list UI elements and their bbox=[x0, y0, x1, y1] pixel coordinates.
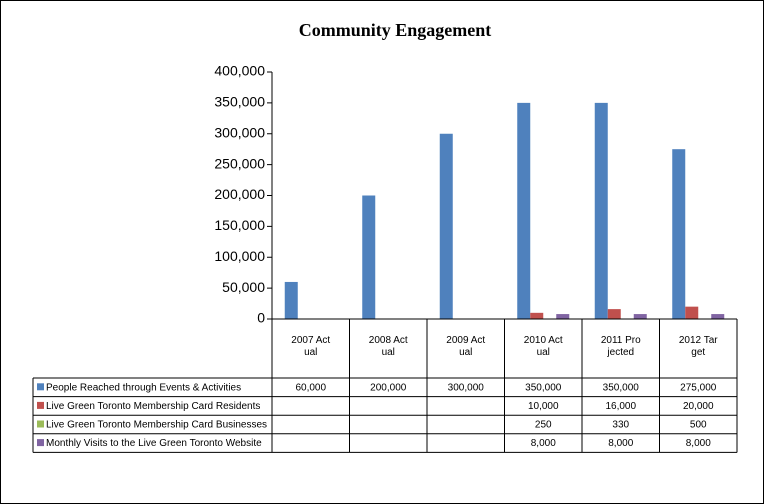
bar bbox=[672, 149, 686, 319]
bar bbox=[439, 133, 453, 319]
category-wrap: 2009 Actual bbox=[429, 321, 503, 373]
category-wrap: 2010 Actual bbox=[507, 321, 581, 373]
category-cell: 2011 Projected bbox=[584, 321, 658, 373]
y-tick-label: 200,000 bbox=[214, 186, 265, 202]
category-cell: 2010 Actual bbox=[507, 321, 581, 373]
value-label: 200,000 bbox=[370, 382, 407, 393]
y-tick-label: 400,000 bbox=[214, 63, 265, 79]
value-label: 300,000 bbox=[448, 382, 485, 393]
category-cell: 2012 Target bbox=[662, 321, 736, 373]
bar bbox=[607, 309, 621, 319]
x-tick-label: 2012 Target bbox=[678, 335, 718, 358]
category-cell: 2009 Actual bbox=[429, 321, 503, 373]
value-label: 20,000 bbox=[683, 401, 714, 412]
bar bbox=[362, 195, 376, 319]
category-wrap: 2007 Actual bbox=[274, 321, 348, 373]
y-tick-label: 50,000 bbox=[222, 279, 265, 295]
y-tick-label: 0 bbox=[257, 310, 265, 326]
bar bbox=[556, 314, 570, 319]
value-label: 8,000 bbox=[531, 438, 556, 449]
legend-key bbox=[37, 439, 44, 447]
category-cell: 2008 Actual bbox=[352, 321, 426, 373]
y-tick-label: 300,000 bbox=[214, 124, 265, 140]
value-label: 500 bbox=[690, 420, 707, 431]
value-label: 10,000 bbox=[528, 401, 559, 412]
legend-key bbox=[37, 420, 44, 428]
category-cell: 2007 Actual bbox=[274, 321, 348, 373]
x-tick-label: 2010 Actual bbox=[523, 335, 563, 358]
chart-title: Community Engagement bbox=[299, 20, 492, 40]
value-label: 8,000 bbox=[608, 438, 633, 449]
value-label: 275,000 bbox=[680, 382, 717, 393]
category-wrap: 2011 Projected bbox=[584, 321, 658, 373]
bar bbox=[594, 102, 608, 319]
category-wrap: 2012 Target bbox=[662, 321, 736, 373]
bar bbox=[517, 102, 531, 319]
y-tick-label: 100,000 bbox=[214, 248, 265, 264]
legend-label: Live Green Toronto Membership Card Resid… bbox=[46, 401, 260, 412]
value-label: 60,000 bbox=[295, 382, 326, 393]
bar bbox=[711, 314, 725, 319]
bar bbox=[685, 306, 699, 319]
value-label: 250 bbox=[535, 420, 552, 431]
legend-label: Live Green Toronto Membership Card Busin… bbox=[46, 420, 267, 431]
category-wrap: 2008 Actual bbox=[352, 321, 426, 373]
legend-key bbox=[37, 383, 44, 391]
legend-key bbox=[37, 401, 44, 409]
value-label: 330 bbox=[612, 420, 629, 431]
bar bbox=[530, 312, 544, 319]
value-label: 350,000 bbox=[525, 382, 562, 393]
y-tick-label: 250,000 bbox=[214, 155, 265, 171]
x-tick-label: 2009 Actual bbox=[446, 335, 486, 358]
legend-label: People Reached through Events & Activiti… bbox=[46, 382, 241, 393]
y-tick-label: 350,000 bbox=[214, 94, 265, 110]
x-tick-label: 2011 Projected bbox=[600, 335, 641, 358]
bar bbox=[284, 281, 298, 319]
value-label: 350,000 bbox=[603, 382, 640, 393]
value-label: 16,000 bbox=[605, 401, 636, 412]
x-tick-label: 2008 Actual bbox=[368, 335, 408, 358]
value-label: 8,000 bbox=[686, 438, 711, 449]
legend-label: Monthly Visits to the Live Green Toronto… bbox=[46, 438, 262, 449]
bar bbox=[633, 314, 647, 319]
y-tick-label: 150,000 bbox=[214, 217, 265, 233]
x-tick-label: 2007 Actual bbox=[291, 335, 331, 358]
